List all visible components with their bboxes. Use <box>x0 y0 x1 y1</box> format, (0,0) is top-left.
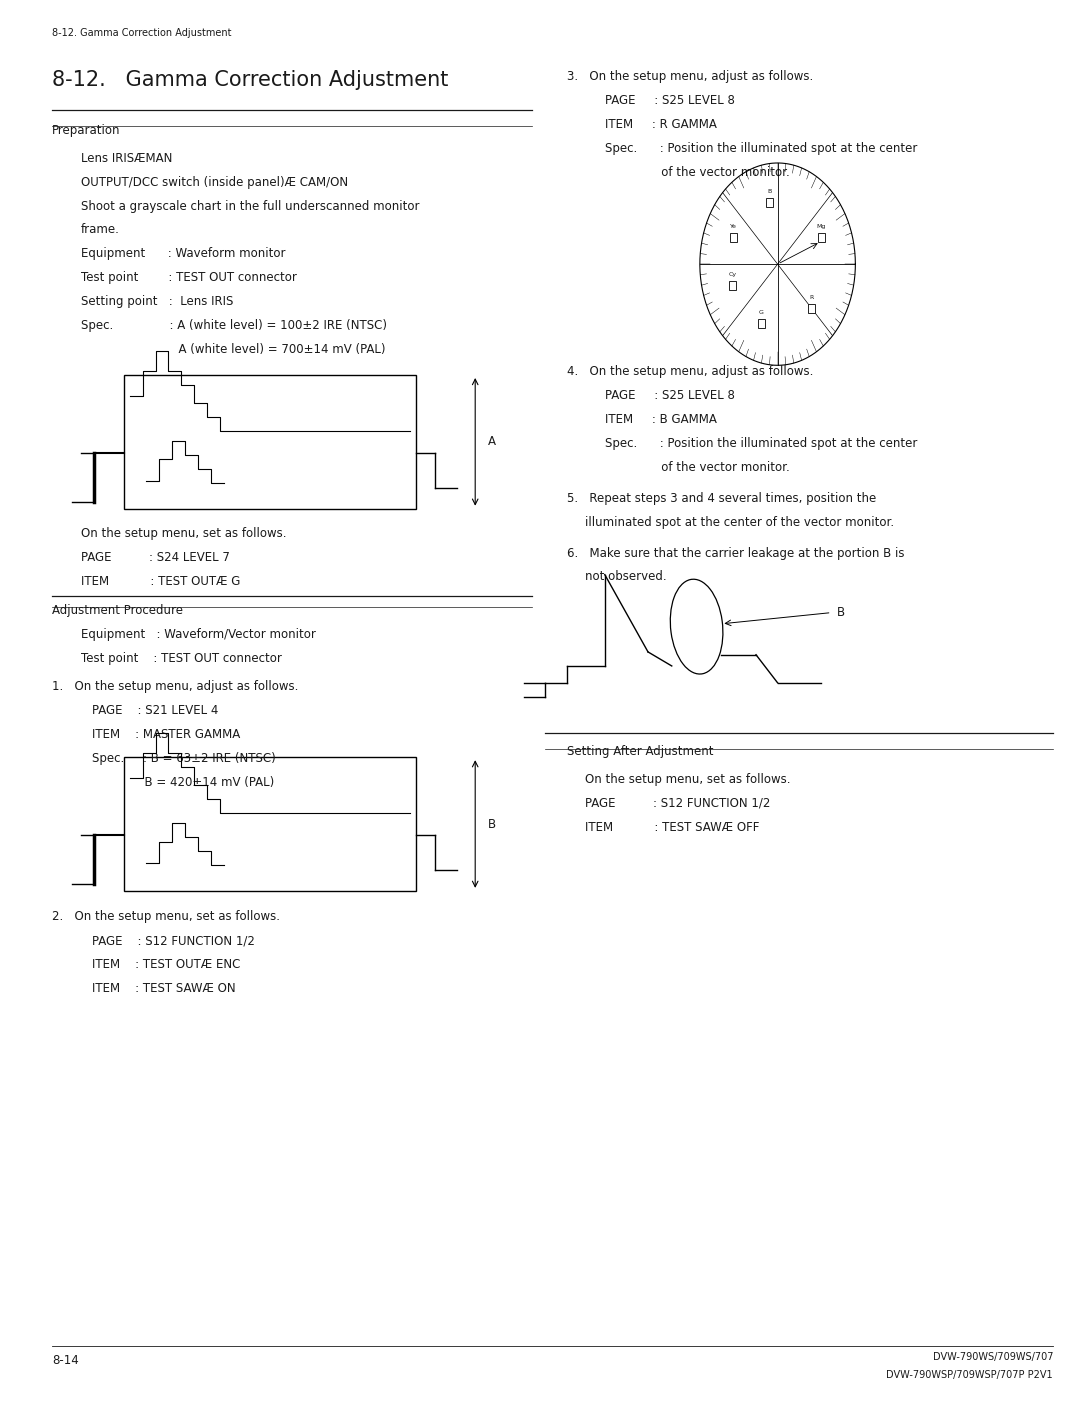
Text: Setting After Adjustment: Setting After Adjustment <box>567 745 714 757</box>
Text: 1.   On the setup menu, adjust as follows.: 1. On the setup menu, adjust as follows. <box>52 680 298 693</box>
Text: Test point        : TEST OUT connector: Test point : TEST OUT connector <box>81 271 297 284</box>
Text: ITEM    : TEST OUTÆ ENC: ITEM : TEST OUTÆ ENC <box>92 958 240 971</box>
Text: of the vector monitor.: of the vector monitor. <box>605 166 789 178</box>
Text: 4.   On the setup menu, adjust as follows.: 4. On the setup menu, adjust as follows. <box>567 365 813 378</box>
Text: Spec.      : Position the illuminated spot at the center: Spec. : Position the illuminated spot at… <box>605 437 917 450</box>
Text: Ye: Ye <box>730 225 738 229</box>
Text: Equipment      : Waveform monitor: Equipment : Waveform monitor <box>81 247 285 260</box>
Text: Equipment   : Waveform/Vector monitor: Equipment : Waveform/Vector monitor <box>81 628 315 641</box>
Text: ITEM    : TEST SAWÆ ON: ITEM : TEST SAWÆ ON <box>92 982 235 995</box>
Text: Spec.     : B = 63±2 IRE (NTSC): Spec. : B = 63±2 IRE (NTSC) <box>92 752 275 764</box>
Text: DVW-790WSP/709WSP/707P P2V1: DVW-790WSP/709WSP/707P P2V1 <box>887 1370 1053 1380</box>
Text: PAGE          : S12 FUNCTION 1/2: PAGE : S12 FUNCTION 1/2 <box>585 797 771 809</box>
Text: Adjustment Procedure: Adjustment Procedure <box>52 604 183 617</box>
Text: Preparation: Preparation <box>52 124 120 136</box>
Text: A: A <box>488 436 496 448</box>
Text: PAGE          : S24 LEVEL 7: PAGE : S24 LEVEL 7 <box>81 551 230 563</box>
Text: not observed.: not observed. <box>585 570 667 583</box>
Text: 3.   On the setup menu, adjust as follows.: 3. On the setup menu, adjust as follows. <box>567 70 813 83</box>
Bar <box>766 198 772 207</box>
Text: B = 420±14 mV (PAL): B = 420±14 mV (PAL) <box>92 776 274 788</box>
Text: 6.   Make sure that the carrier leakage at the portion B is: 6. Make sure that the carrier leakage at… <box>567 547 905 559</box>
Text: ITEM     : R GAMMA: ITEM : R GAMMA <box>605 118 717 131</box>
Text: ITEM    : MASTER GAMMA: ITEM : MASTER GAMMA <box>92 728 240 740</box>
Text: OUTPUT/DCC switch (inside panel)Æ CAM/ON: OUTPUT/DCC switch (inside panel)Æ CAM/ON <box>81 176 348 188</box>
Text: PAGE    : S12 FUNCTION 1/2: PAGE : S12 FUNCTION 1/2 <box>92 934 255 947</box>
Text: G: G <box>758 311 764 315</box>
Text: On the setup menu, set as follows.: On the setup menu, set as follows. <box>81 527 286 540</box>
Bar <box>818 233 825 242</box>
Bar <box>730 233 738 242</box>
Bar <box>757 319 765 327</box>
Text: DVW-790WS/709WS/707: DVW-790WS/709WS/707 <box>932 1352 1053 1361</box>
Text: 8-12.   Gamma Correction Adjustment: 8-12. Gamma Correction Adjustment <box>52 70 448 90</box>
Text: B: B <box>767 190 771 194</box>
Text: ITEM           : TEST SAWÆ OFF: ITEM : TEST SAWÆ OFF <box>585 821 759 833</box>
Text: Cy: Cy <box>728 273 737 277</box>
Text: illuminated spot at the center of the vector monitor.: illuminated spot at the center of the ve… <box>585 516 894 528</box>
Text: Spec.      : Position the illuminated spot at the center: Spec. : Position the illuminated spot at… <box>605 142 917 155</box>
Text: Shoot a grayscale chart in the full underscanned monitor: Shoot a grayscale chart in the full unde… <box>81 200 419 212</box>
Text: Setting point   :  Lens IRIS: Setting point : Lens IRIS <box>81 295 233 308</box>
Text: 8-12. Gamma Correction Adjustment: 8-12. Gamma Correction Adjustment <box>52 28 231 38</box>
Text: Mg: Mg <box>816 225 826 229</box>
Text: A (white level) = 700±14 mV (PAL): A (white level) = 700±14 mV (PAL) <box>81 343 386 355</box>
Text: R: R <box>810 295 814 301</box>
Text: 5.   Repeat steps 3 and 4 several times, position the: 5. Repeat steps 3 and 4 several times, p… <box>567 492 876 504</box>
Text: On the setup menu, set as follows.: On the setup menu, set as follows. <box>585 773 791 785</box>
Bar <box>729 281 735 291</box>
FancyBboxPatch shape <box>124 375 416 509</box>
Text: B: B <box>488 818 497 830</box>
Text: frame.: frame. <box>81 223 120 236</box>
Text: Test point    : TEST OUT connector: Test point : TEST OUT connector <box>81 652 282 665</box>
Text: PAGE    : S21 LEVEL 4: PAGE : S21 LEVEL 4 <box>92 704 218 717</box>
Ellipse shape <box>671 579 723 674</box>
Text: 2.   On the setup menu, set as follows.: 2. On the setup menu, set as follows. <box>52 910 280 923</box>
Text: PAGE     : S25 LEVEL 8: PAGE : S25 LEVEL 8 <box>605 389 734 402</box>
Bar <box>808 303 815 313</box>
Text: of the vector monitor.: of the vector monitor. <box>605 461 789 473</box>
FancyBboxPatch shape <box>124 757 416 891</box>
Text: PAGE     : S25 LEVEL 8: PAGE : S25 LEVEL 8 <box>605 94 734 107</box>
Text: ITEM           : TEST OUTÆ G: ITEM : TEST OUTÆ G <box>81 575 241 587</box>
Text: Lens IRISÆMAN: Lens IRISÆMAN <box>81 152 173 164</box>
Text: B: B <box>837 606 846 620</box>
Text: Spec.               : A (white level) = 100±2 IRE (NTSC): Spec. : A (white level) = 100±2 IRE (NTS… <box>81 319 387 332</box>
Text: ITEM     : B GAMMA: ITEM : B GAMMA <box>605 413 717 426</box>
Text: 8-14: 8-14 <box>52 1354 79 1367</box>
